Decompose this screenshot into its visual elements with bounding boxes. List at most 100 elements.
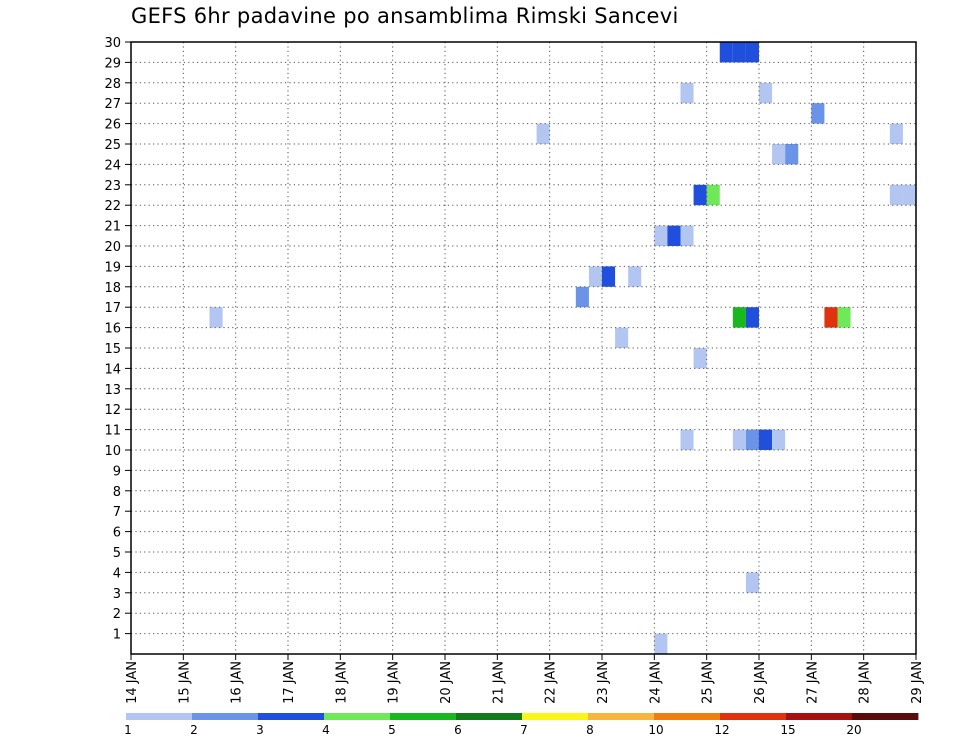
legend-label: 10 [648,723,663,737]
x-tick-label: 22 JAN [544,661,559,704]
y-tick-label: 27 [104,97,121,112]
y-tick-label: 20 [104,240,121,255]
y-tick-label: 6 [113,526,121,541]
legend-swatch [456,713,523,720]
x-tick-label: 27 JAN [805,661,820,704]
cells-layer [209,42,916,654]
y-tick-label: 30 [104,36,121,51]
legend-label: 7 [520,723,528,737]
precip-cell [575,286,589,308]
precip-cell [759,82,773,104]
y-tick-label: 8 [113,485,121,500]
precip-cell [889,184,903,206]
precip-cell [628,266,642,287]
y-tick-label: 25 [104,138,121,153]
x-tick-label: 19 JAN [387,661,402,704]
x-tick-label: 23 JAN [596,661,611,704]
legend-swatch [192,713,259,720]
precip-cell [615,327,629,348]
precip-cell [209,307,223,328]
y-tick-label: 12 [104,403,121,418]
legend-label: 15 [780,723,795,737]
y-tick-label: 15 [104,342,121,357]
legend-swatch [324,713,391,720]
precip-cell [772,144,786,165]
precip-cell [745,42,759,63]
legend-swatch [126,713,193,720]
y-tick-label: 2 [113,607,121,622]
precip-cell [785,144,799,165]
y-axis: 1234567891011121314151617181920212223242… [104,36,131,643]
x-tick-label: 26 JAN [753,661,768,704]
legend-label: 8 [586,723,594,737]
precip-cell [693,348,707,369]
legend-label: 4 [322,723,330,737]
y-tick-label: 13 [104,383,121,398]
y-tick-label: 16 [104,322,121,337]
precip-cell [693,184,707,206]
y-tick-label: 28 [104,77,121,92]
precip-cell [902,184,916,206]
x-tick-label: 14 JAN [125,661,140,704]
precip-cell [680,429,694,450]
y-tick-label: 19 [104,260,121,275]
chart-title: GEFS 6hr padavine po ansamblima Rimski S… [131,4,679,28]
precip-cell [811,103,825,124]
legend-label: 20 [846,723,861,737]
x-tick-label: 15 JAN [177,661,192,704]
legend-label: 3 [256,723,264,737]
x-tick-label: 16 JAN [230,661,245,704]
y-tick-label: 3 [113,587,121,602]
legend-label: 6 [454,723,462,737]
legend-swatch [588,713,655,720]
y-tick-label: 5 [113,546,121,561]
precip-cell [772,429,786,450]
x-tick-label: 25 JAN [701,661,716,704]
precip-cell [654,225,668,246]
precip-cell [588,266,602,287]
legend-swatch [522,713,589,720]
precip-cell [680,82,694,104]
precip-cell [602,266,616,287]
legend-label: 2 [190,723,198,737]
precip-cell [732,307,746,328]
y-tick-label: 22 [104,199,121,214]
color-legend: 1 2 3 4 5 6 7 8 10 12 15 20 [124,713,919,737]
legend-swatch [786,713,853,720]
y-tick-label: 14 [104,362,121,377]
legend-swatch [720,713,787,720]
legend-label: 12 [714,723,729,737]
x-tick-label: 24 JAN [648,661,663,704]
precip-cell [667,225,681,246]
precip-cell [745,307,759,328]
y-tick-label: 11 [104,424,121,439]
precip-cell [680,225,694,246]
precip-cell [759,429,773,450]
precip-cell [745,429,759,450]
x-tick-label: 20 JAN [439,661,454,704]
precip-cell [745,572,759,593]
y-tick-label: 18 [104,281,121,296]
x-axis: 14 JAN 15 JAN 16 JAN 17 JAN 18 JAN 19 JAN 20 J… [125,654,925,704]
precip-cell [706,184,720,206]
legend-swatch [852,713,919,720]
precip-cell [889,123,903,144]
y-tick-label: 21 [104,220,121,235]
x-tick-label: 28 JAN [858,661,873,704]
y-tick-label: 23 [104,179,121,194]
precip-cell [654,633,668,654]
y-tick-label: 1 [113,628,121,643]
precip-cell [837,307,851,328]
precip-cell [824,307,838,328]
x-tick-label: 21 JAN [491,661,506,704]
legend-label: 5 [388,723,396,737]
precip-cell [732,429,746,450]
x-tick-label: 18 JAN [334,661,349,704]
y-tick-label: 29 [104,56,121,71]
legend-swatch [654,713,721,720]
x-tick-label: 17 JAN [282,661,297,704]
legend-label: 1 [124,723,132,737]
legend-swatch [258,713,325,720]
y-tick-label: 17 [104,301,121,316]
legend-swatch [390,713,457,720]
